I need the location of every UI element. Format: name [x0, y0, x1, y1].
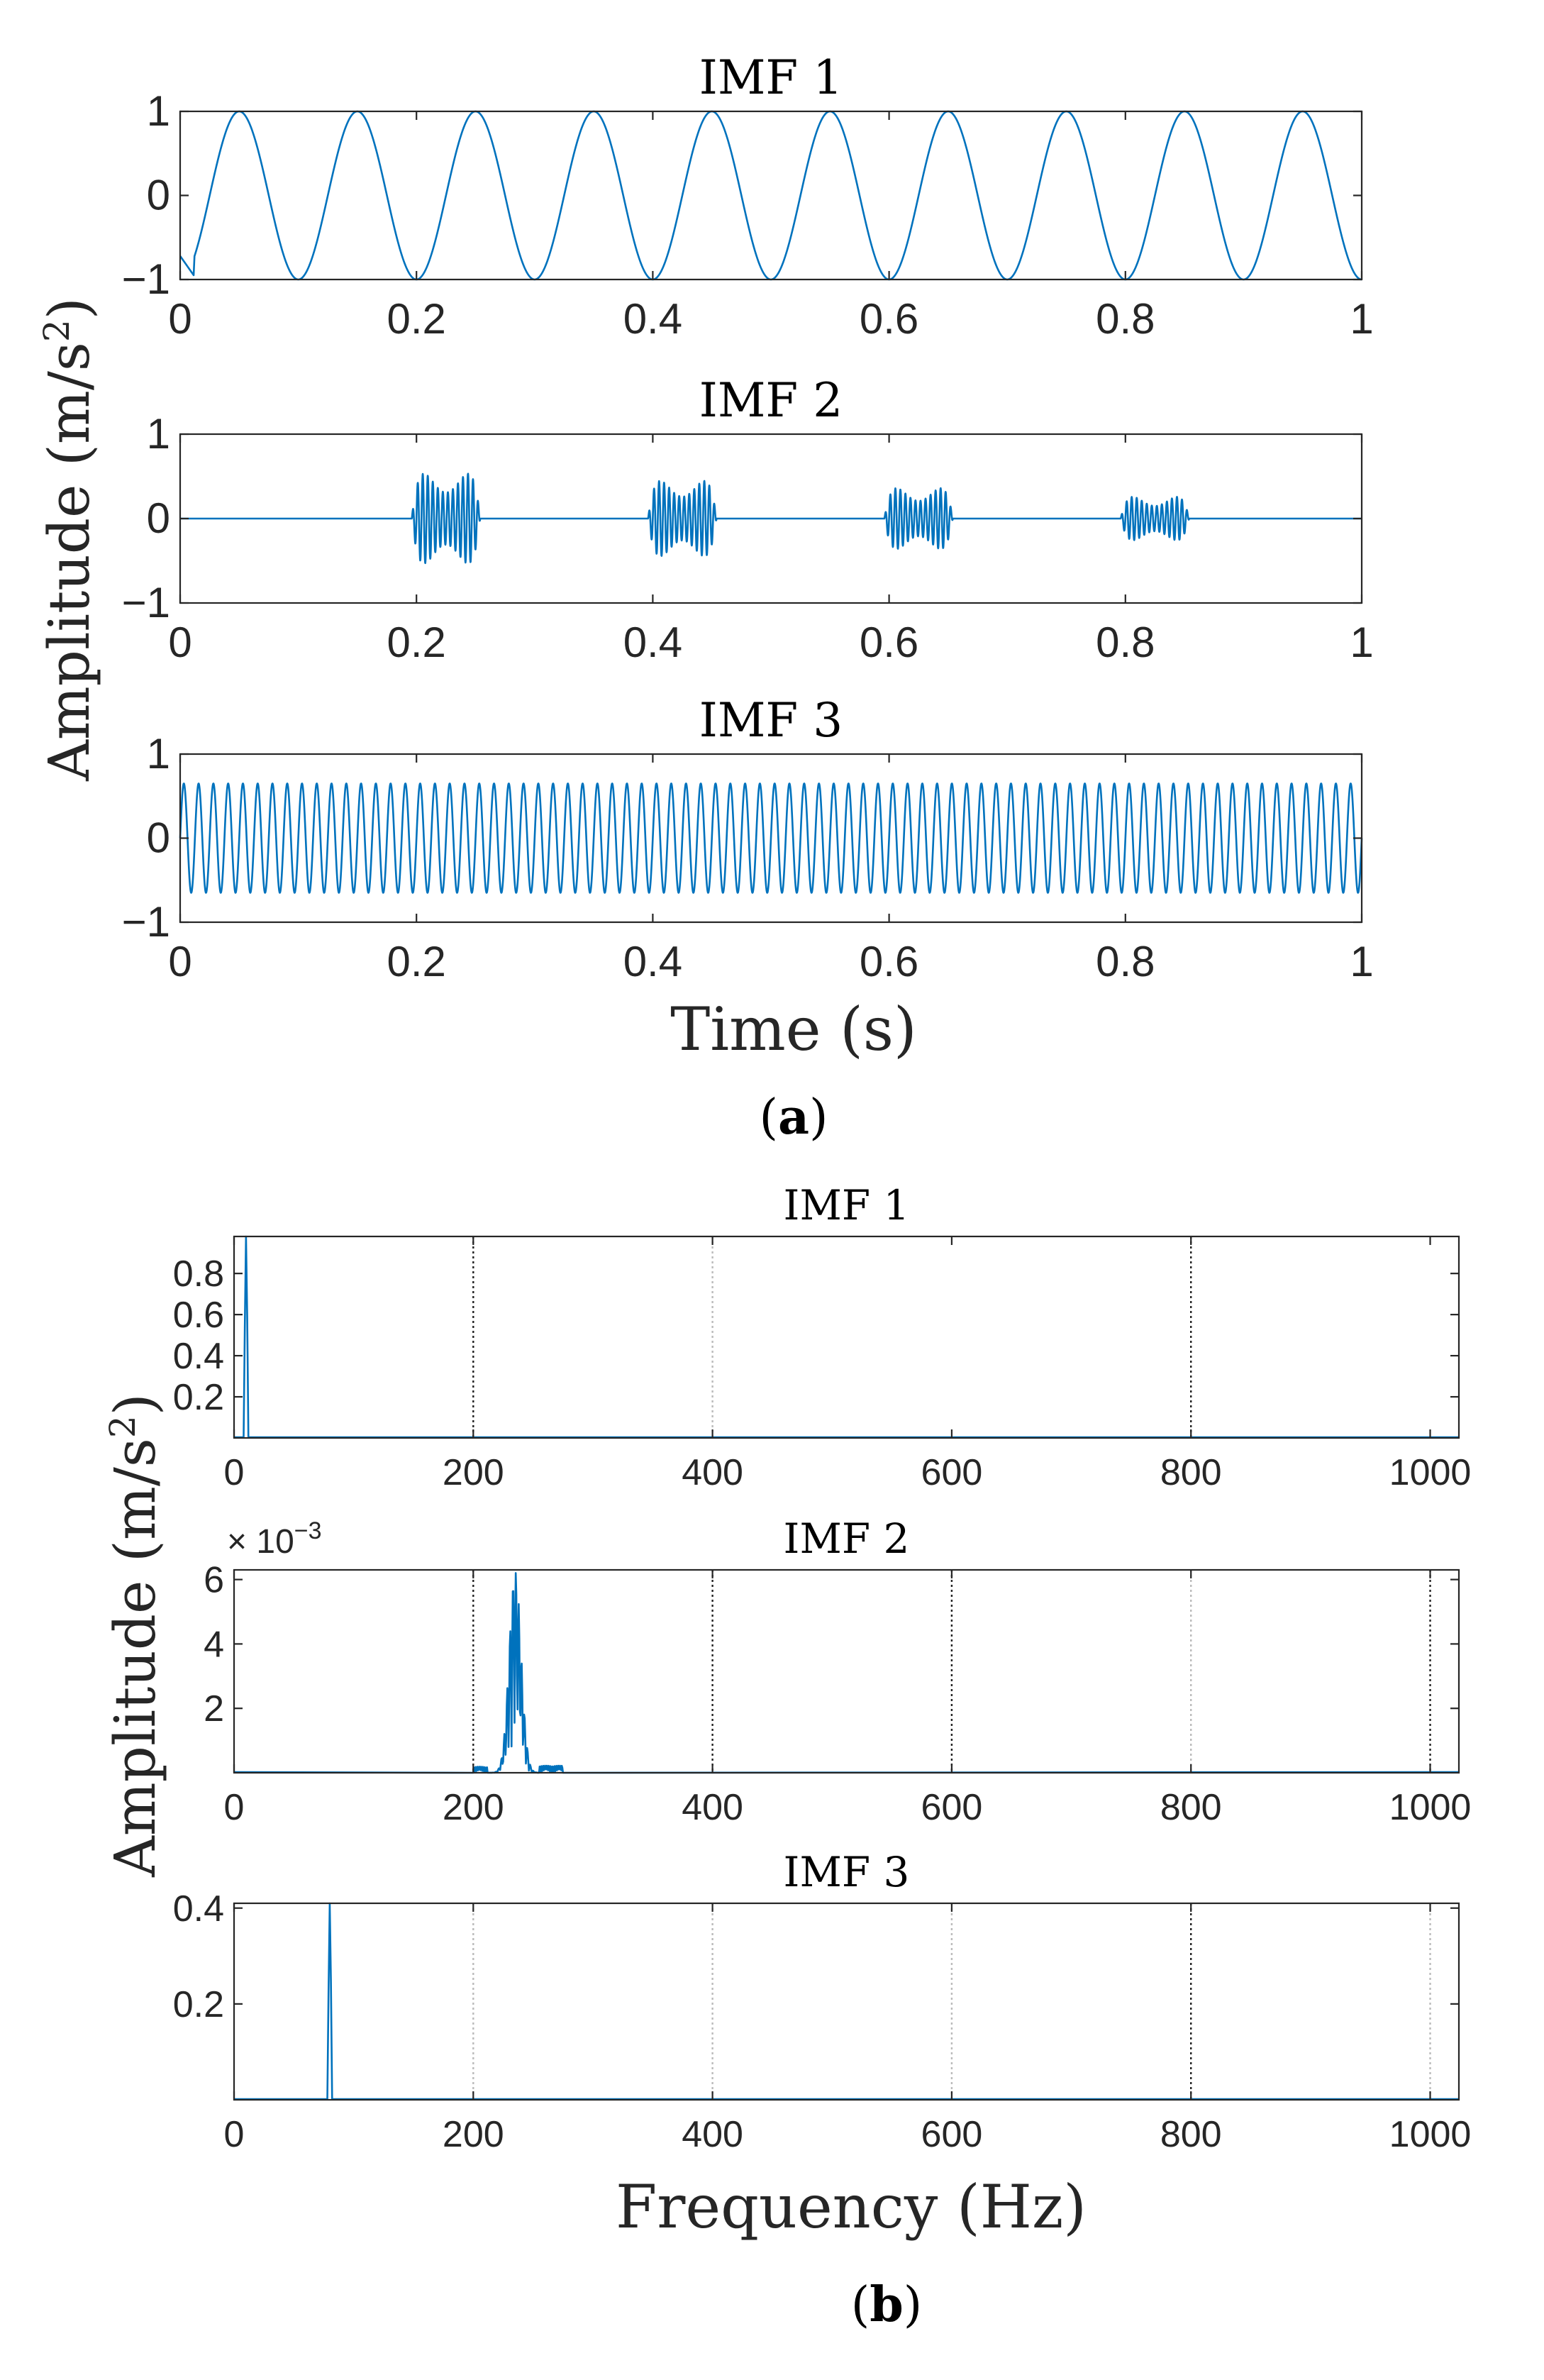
- x-tick-label: 0: [168, 619, 191, 666]
- subplot-b-1: IMF 1 0 200 400 600 800 1000 0.20.40.60.8: [173, 1181, 1472, 1493]
- x-tick-label: 600: [921, 1787, 983, 1828]
- x-tick-label: 200: [443, 1787, 504, 1828]
- x-tick-label: 600: [921, 1452, 983, 1493]
- x-tick-label: 0.8: [1096, 619, 1155, 666]
- panel-a: Amplitude (m/s2) Time (s) (a) IMF 1 0 0.2 0…: [36, 50, 1374, 1146]
- series-line: [234, 1235, 1459, 1439]
- series-line: [179, 472, 1363, 565]
- axes-frame: [233, 1235, 1460, 1439]
- x-tick-label: 1000: [1389, 2114, 1472, 2155]
- x-tick-label: 1: [1350, 295, 1373, 343]
- x-tick-label: 0.2: [387, 619, 445, 666]
- series-line: [179, 110, 1362, 281]
- x-tick-label: 0.4: [623, 295, 682, 343]
- y-tick-label: 0: [147, 494, 170, 542]
- y-tick-label: 1: [147, 410, 170, 458]
- y-tick-label: 0.2: [173, 1984, 224, 2025]
- x-tick-label: 0: [168, 938, 191, 985]
- panel-a-label: (a): [759, 1089, 828, 1146]
- x-tick-label: 400: [682, 1787, 743, 1828]
- y-tick-label: 0: [147, 814, 170, 862]
- subplot-a-1: IMF 10 0.2 0.4 0.6 0.8 1−101: [122, 50, 1374, 343]
- y-tick-label: 4: [204, 1624, 224, 1665]
- x-tick-label: 1: [1350, 619, 1373, 666]
- y-tick-label: 1: [147, 730, 170, 777]
- x-tick-label: 0.6: [860, 295, 918, 343]
- x-tick-label: 0: [168, 295, 191, 343]
- subplot-title: IMF 2: [699, 373, 843, 428]
- y-tick-label: 0: [147, 172, 170, 219]
- subplot-b-2: IMF 2 0 200 400 600 800 1000 2 4 6× 10−3: [204, 1515, 1471, 1828]
- y-tick-label: −1: [122, 898, 170, 946]
- panel-a-ylabel: Amplitude (m/s2): [36, 297, 102, 782]
- x-tick-label: 1000: [1389, 1452, 1472, 1493]
- x-tick-label: 0.4: [623, 938, 682, 985]
- panel-b-ylabel: Amplitude (m/s2): [102, 1393, 168, 1878]
- x-tick-label: 1: [1350, 938, 1373, 985]
- x-tick-label: 200: [443, 2114, 504, 2155]
- subplot-title: IMF 3: [699, 693, 843, 748]
- x-tick-label: 0.2: [387, 295, 445, 343]
- subplot-title: IMF 2: [784, 1515, 910, 1563]
- panel-a-xlabel: Time (s): [670, 995, 917, 1064]
- subplot-title: IMF 1: [699, 50, 843, 105]
- x-tick-label: 0: [224, 1787, 245, 1828]
- series-line: [233, 1572, 1460, 1774]
- x-tick-label: 0.4: [623, 619, 682, 666]
- y-tick-label: −1: [122, 579, 170, 626]
- x-tick-label: 800: [1160, 1452, 1222, 1493]
- x-tick-label: 0.6: [860, 619, 918, 666]
- y-tick-label: 0.8: [173, 1253, 224, 1295]
- x-tick-label: 0.8: [1096, 295, 1155, 343]
- series-line: [234, 1902, 1459, 2101]
- x-tick-label: 0.8: [1096, 938, 1155, 985]
- axes-frame: [233, 1902, 1460, 2101]
- x-tick-label: 200: [443, 1452, 504, 1493]
- x-tick-label: 0: [224, 2114, 245, 2155]
- axes-frame: [179, 110, 1363, 281]
- x-tick-label: 0: [224, 1452, 245, 1493]
- subplot-a-2: IMF 20 0.2 0.4 0.6 0.8 1−101: [122, 373, 1374, 666]
- panel-b-xlabel: Frequency (Hz): [616, 2172, 1087, 2242]
- series-line: [179, 782, 1363, 894]
- x-tick-label: 800: [1160, 2114, 1222, 2155]
- y-tick-label: 0.4: [173, 1888, 224, 1930]
- x-tick-label: 400: [682, 2114, 743, 2155]
- subplot-a-3: IMF 30 0.2 0.4 0.6 0.8 1−101: [122, 693, 1374, 985]
- x-tick-label: 0.6: [860, 938, 918, 985]
- x-tick-label: 800: [1160, 1787, 1222, 1828]
- y-tick-label: 0.6: [173, 1295, 224, 1336]
- y-exponent-label: × 10−3: [227, 1517, 322, 1561]
- subplot-title: IMF 3: [784, 1848, 910, 1896]
- subplot-b-3: IMF 3 0 200 400 600 800 1000 0.2 0.4: [173, 1848, 1472, 2155]
- y-tick-label: 0.4: [173, 1336, 224, 1377]
- panel-b: Amplitude (m/s2) Frequency (Hz) (b) IMF …: [102, 1181, 1471, 2333]
- subplot-title: IMF 1: [784, 1181, 910, 1229]
- x-tick-label: 1000: [1389, 1787, 1472, 1828]
- y-tick-label: 1: [147, 87, 170, 135]
- y-tick-label: 6: [204, 1560, 224, 1601]
- x-tick-label: 0.2: [387, 938, 445, 985]
- x-tick-label: 400: [682, 1452, 743, 1493]
- axes-frame: [233, 1568, 1460, 1774]
- panel-b-label: (b): [851, 2276, 923, 2333]
- x-tick-label: 600: [921, 2114, 983, 2155]
- y-tick-label: −1: [122, 255, 170, 303]
- y-tick-label: 0.2: [173, 1377, 224, 1418]
- y-tick-label: 2: [204, 1688, 224, 1729]
